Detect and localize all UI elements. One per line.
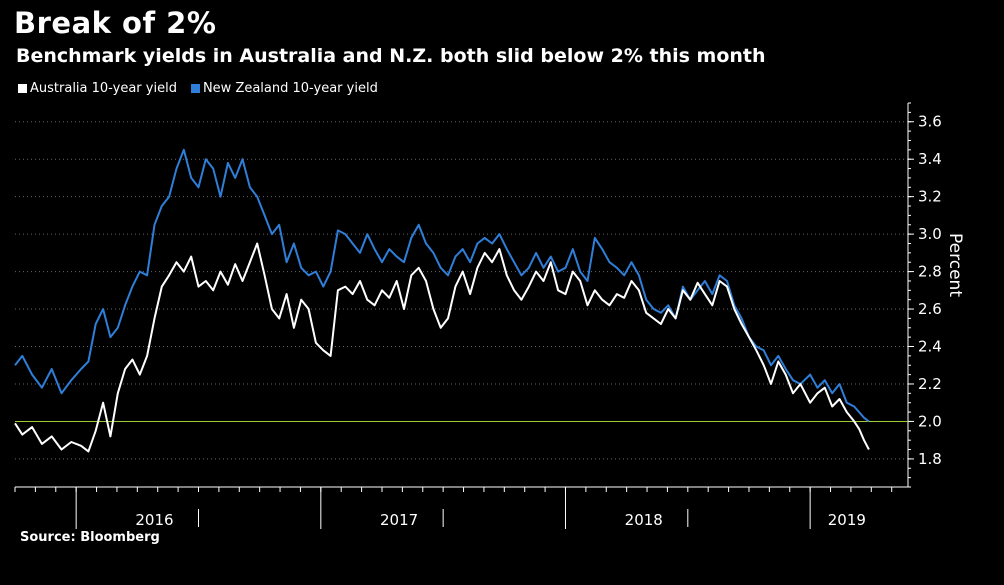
legend-item-australia: Australia 10-year yield (18, 81, 177, 96)
legend-label-new-zealand: New Zealand 10-year yield (202, 81, 378, 96)
series-line-australia (14, 242, 870, 453)
chart-subtitle: Benchmark yields in Australia and N.Z. b… (16, 45, 766, 67)
legend-item-new-zealand: New Zealand 10-year yield (190, 81, 378, 96)
y-tick-label: 3.6 (918, 113, 942, 131)
y-tick-label: 3.0 (918, 225, 942, 243)
y-tick-label: 3.2 (918, 188, 942, 206)
legend: Australia 10-year yield New Zealand 10-y… (18, 81, 378, 96)
chart-title: Break of 2% (14, 6, 217, 40)
legend-label-australia: Australia 10-year yield (30, 81, 177, 96)
y-tick-label: 2.8 (918, 263, 942, 281)
x-tick-label: 2017 (380, 511, 418, 529)
y-tick-label: 3.4 (918, 150, 942, 168)
source-note: Source: Bloomberg (20, 530, 160, 545)
y-tick-label: 2.2 (918, 375, 942, 393)
series-line-new-zealand (14, 148, 870, 423)
legend-swatch-australia (18, 84, 27, 93)
y-tick-label: 2.6 (918, 300, 942, 318)
x-tick-label: 2016 (135, 511, 173, 529)
y-tick-label: 2.4 (918, 338, 942, 356)
x-tick-label: 2018 (625, 511, 663, 529)
x-tick-label: 2019 (828, 511, 866, 529)
y-tick-label: 1.8 (918, 450, 942, 468)
y-axis-title: Percent (945, 233, 965, 297)
legend-swatch-new-zealand (190, 84, 200, 93)
y-tick-label: 2.0 (918, 412, 942, 430)
